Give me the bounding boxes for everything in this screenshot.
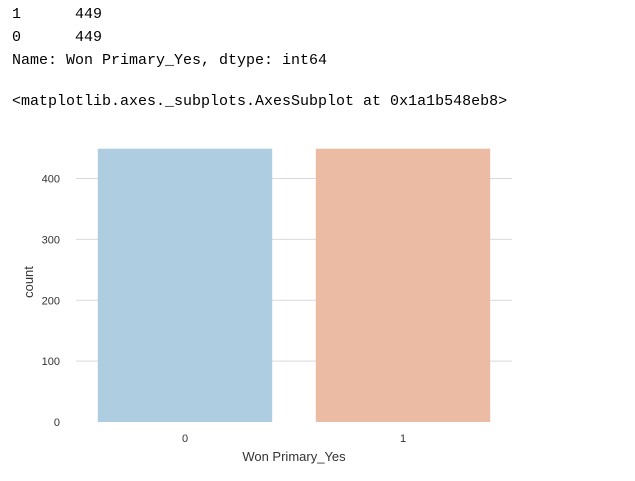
y-tick-label-300: 300	[42, 234, 60, 246]
bar-1	[315, 148, 491, 422]
x-tick-label-1: 1	[400, 433, 406, 445]
y-tick-label-100: 100	[42, 356, 60, 368]
x-axis-label: Won Primary_Yes	[242, 449, 346, 464]
output-line-2: 0 449	[12, 29, 103, 46]
output-line-1: 1 449	[12, 6, 103, 23]
y-tick-label-200: 200	[42, 295, 60, 307]
y-tick-label-0: 0	[54, 417, 60, 429]
output-axes-repr: <matplotlib.axes._subplots.AxesSubplot a…	[12, 93, 508, 110]
x-tick-label-0: 0	[182, 433, 188, 445]
y-tick-label-400: 400	[42, 174, 60, 186]
bar-0	[97, 148, 273, 422]
bar-chart: 0 100 200 300 400 0 1 count Won Primary_Yes	[21, 148, 512, 464]
y-axis-label: count	[21, 266, 36, 298]
output-series-name: Name: Won Primary_Yes, dtype: int64	[12, 52, 328, 69]
